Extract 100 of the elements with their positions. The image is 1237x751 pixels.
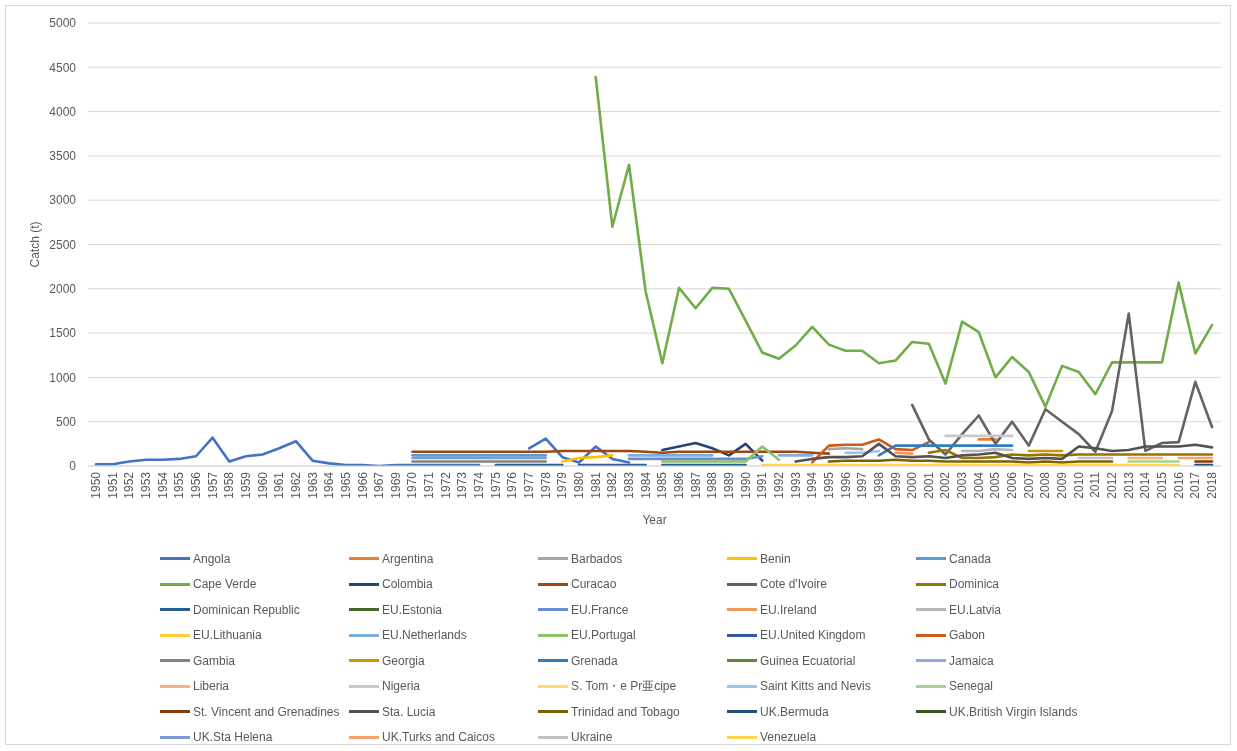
x-tick-label: 1983 [622, 471, 637, 499]
x-tick-label: 2005 [988, 471, 1003, 499]
legend-label: Cote d'Ivoire [760, 577, 827, 592]
x-tick-label: 1999 [888, 471, 903, 499]
legend-label: Benin [760, 551, 791, 566]
legend-label: Dominican Republic [193, 602, 300, 617]
x-tick-label: 1963 [305, 471, 320, 499]
x-tick-label: 1966 [355, 471, 370, 499]
y-tick-label: 3500 [49, 149, 77, 164]
x-tick-label: 1955 [172, 471, 187, 499]
x-tick-label: 2009 [1055, 471, 1070, 499]
legend-label: Ukraine [571, 730, 613, 745]
x-tick-label: 1960 [255, 471, 270, 499]
x-tick-label: 1989 [721, 471, 736, 499]
x-axis-title: Year [642, 513, 667, 527]
x-tick-label: 1951 [105, 471, 120, 499]
legend-label: Trinidad and Tobago [571, 704, 680, 719]
y-tick-label: 1000 [49, 370, 77, 385]
x-tick-label: 1950 [89, 471, 103, 499]
legend-label: S. Tom・e Pr亜cipe [571, 677, 677, 695]
x-tick-label: 2014 [1138, 471, 1153, 499]
x-tick-label: 2001 [921, 471, 936, 499]
x-tick-label: 2008 [1038, 471, 1053, 499]
x-tick-label: 1975 [488, 471, 503, 499]
y-tick-label: 5000 [49, 16, 77, 31]
x-tick-label: 1959 [238, 471, 253, 499]
y-tick-label: 2000 [49, 282, 77, 297]
legend-label: Liberia [193, 679, 230, 694]
x-tick-label: 2017 [1188, 471, 1203, 499]
legend-label: Gabon [949, 628, 986, 643]
legend-label: Nigeria [382, 679, 421, 694]
legend-label: Angola [193, 551, 231, 566]
x-tick-label: 2015 [1155, 471, 1170, 499]
legend-label: EU.Portugal [571, 628, 636, 643]
x-tick-label: 1971 [422, 471, 437, 499]
legend-label: Canada [949, 551, 992, 566]
x-tick-label: 1954 [155, 471, 170, 499]
legend-label: EU.Lithuania [193, 628, 262, 643]
x-tick-label: 1976 [505, 471, 520, 499]
x-tick-label: 2012 [1105, 471, 1120, 499]
x-tick-label: 1978 [538, 471, 553, 499]
legend-label: Senegal [949, 679, 994, 694]
x-tick-label: 2010 [1071, 471, 1086, 499]
legend-label: Curacao [571, 577, 617, 592]
x-tick-label: 1986 [671, 471, 686, 499]
x-tick-label: 1965 [338, 471, 353, 499]
legend-label: EU.Netherlands [382, 628, 467, 643]
legend-label: UK.Sta Helena [193, 730, 273, 745]
x-tick-label: 1958 [222, 471, 237, 499]
x-tick-label: 1980 [572, 471, 587, 499]
y-tick-label: 1500 [49, 326, 77, 341]
x-tick-label: 1970 [405, 471, 420, 499]
x-tick-label: 1991 [755, 471, 770, 499]
x-tick-label: 1984 [638, 471, 653, 499]
x-tick-label: 1961 [272, 471, 287, 499]
legend-label: EU.Ireland [760, 602, 817, 617]
x-tick-label: 1993 [788, 471, 803, 499]
x-tick-label: 1995 [821, 471, 836, 499]
x-tick-label: 1992 [771, 471, 786, 499]
legend-label: Colombia [382, 577, 433, 592]
x-tick-label: 1979 [555, 471, 570, 499]
x-tick-label: 1997 [855, 471, 870, 499]
legend-label: UK.Bermuda [760, 704, 829, 719]
x-tick-label: 1985 [655, 471, 670, 499]
x-tick-label: 1990 [738, 471, 753, 499]
y-tick-label: 500 [55, 414, 77, 429]
legend-label: Gambia [193, 653, 236, 668]
x-tick-label: 1952 [122, 471, 137, 499]
x-tick-label: 1957 [205, 471, 220, 499]
x-tick-label: 1972 [438, 471, 453, 499]
legend-label: Cape Verde [193, 577, 257, 592]
x-tick-label: 1988 [705, 471, 720, 499]
legend-label: EU.United Kingdom [760, 628, 866, 643]
legend-label: Saint Kitts and Nevis [760, 679, 871, 694]
legend-label: Grenada [571, 653, 618, 668]
x-tick-label: 2007 [1021, 471, 1036, 499]
y-tick-label: 3000 [49, 193, 77, 208]
legend-label: EU.Estonia [382, 602, 443, 617]
legend-label: Georgia [382, 653, 425, 668]
x-tick-label: 1998 [871, 471, 886, 499]
legend-label: UK.British Virgin Islands [949, 704, 1078, 719]
legend-label: Guinea Ecuatorial [760, 653, 856, 668]
legend-label: St. Vincent and Grenadines [193, 704, 340, 719]
y-axis-title: Catch (t) [28, 221, 42, 268]
y-tick-label: 0 [69, 459, 77, 474]
x-tick-label: 2004 [971, 471, 986, 499]
legend-label: EU.Latvia [949, 602, 1002, 617]
y-tick-label: 2500 [49, 237, 77, 252]
x-tick-label: 2011 [1088, 471, 1103, 498]
legend-label: Argentina [382, 551, 434, 566]
x-tick-label: 2013 [1121, 471, 1136, 499]
legend-label: Venezuela [760, 730, 817, 745]
x-tick-label: 2002 [938, 471, 953, 499]
x-tick-label: 1962 [288, 471, 303, 499]
x-tick-label: 1977 [522, 471, 537, 499]
y-tick-label: 4500 [49, 60, 77, 75]
x-tick-label: 2003 [955, 471, 970, 499]
x-tick-label: 2016 [1171, 471, 1186, 499]
y-tick-label: 4000 [49, 104, 77, 119]
x-tick-label: 2018 [1205, 471, 1219, 499]
